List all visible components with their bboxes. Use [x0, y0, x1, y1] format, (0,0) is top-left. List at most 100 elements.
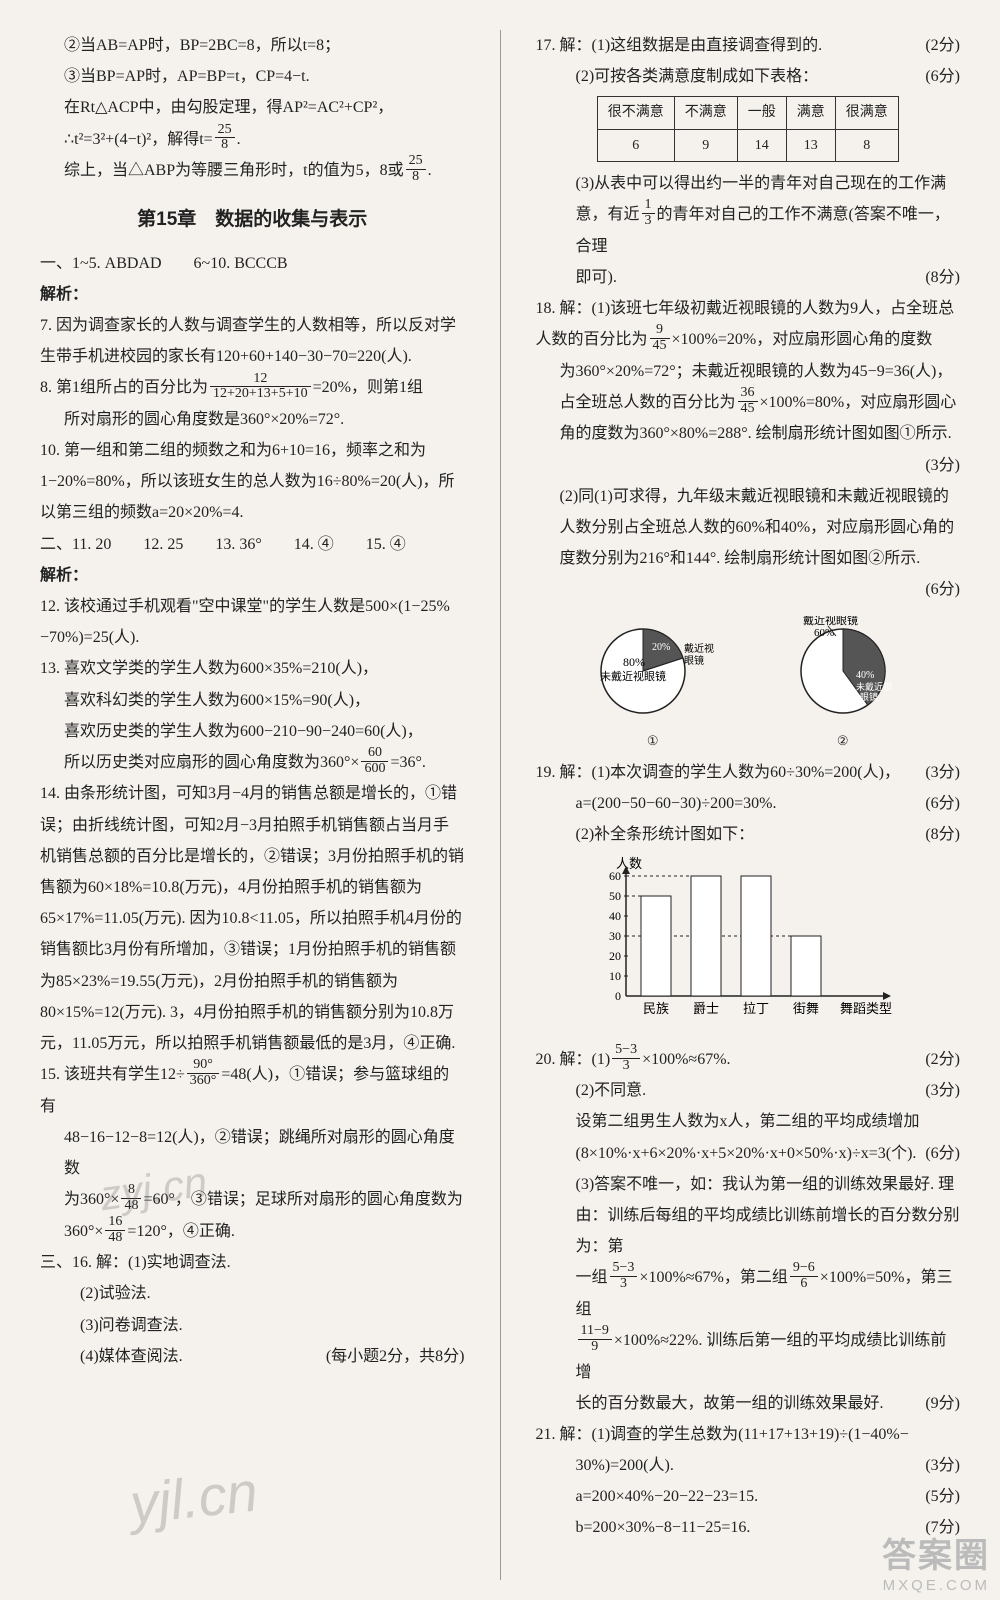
- score: (3分): [925, 1075, 960, 1106]
- fraction: 1212+20+13+5+10: [210, 372, 311, 402]
- pie-chart-2: 60% 戴近视眼镜 40% 未戴近视 眼镜 ②: [778, 616, 908, 753]
- q18b: 为360°×20%=72°；未戴近视眼镜的人数为45−9=36(人)，: [536, 356, 961, 387]
- q20c: 设第二组男生人数为x人，第二组的平均成绩增加(8×10%·x+6×20%·x+5…: [536, 1106, 961, 1168]
- svg-text:0: 0: [615, 989, 621, 1003]
- answer-line: 一、1~5. ABDAD 6~10. BCCCB: [40, 248, 465, 279]
- svg-text:未戴近视眼镜: 未戴近视眼镜: [600, 669, 666, 683]
- q8-cont: 所对扇形的圆心角度数是360°×20%=72°.: [40, 404, 465, 435]
- fraction: 848: [121, 1183, 141, 1213]
- table-row: 6 9 14 13 8: [597, 129, 898, 161]
- q13c: 喜欢历史类的学生人数为600−210−90−240=60(人)，: [40, 716, 465, 747]
- q15c: 为360°×848=60°，③错误；足球所对扇形的圆心角度数为: [40, 1184, 465, 1216]
- right-column: 17. 解：(1)这组数据是由直接调查得到的. (2分) (2)可按各类满意度制…: [536, 30, 961, 1580]
- fraction: 13: [642, 198, 655, 228]
- q17a: 17. 解：(1)这组数据是由直接调查得到的. (2分): [536, 30, 961, 61]
- q19b: a=(200−50−60−30)÷200=30%. (6分): [536, 788, 961, 819]
- score: (2分): [925, 1044, 960, 1075]
- text-line: ②当AB=AP时，BP=2BC=8，所以t=8；: [40, 30, 465, 61]
- section-label: 解析：: [40, 279, 465, 310]
- fraction: 5−33: [612, 1043, 640, 1073]
- q18e: (2)同(1)可求得，九年级末戴近视眼镜和未戴近视眼镜的人数分别占全班总人数的6…: [536, 481, 961, 575]
- q20b: (2)不同意. (3分): [536, 1075, 961, 1106]
- score: (6分): [925, 1138, 960, 1169]
- q17c: (3)从表中可以得出约一半的青年对自己现在的工作满意，有近13的青年对自己的工作…: [536, 168, 961, 262]
- q18a: 18. 解：(1)该班七年级初戴近视眼镜的人数为9人，占全班总人数的百分比为94…: [536, 293, 961, 356]
- fraction: 1648: [105, 1215, 125, 1245]
- q20e: 一组5−33×100%≈67%，第二组9−66×100%=50%，第三组: [536, 1262, 961, 1325]
- q20g: 长的百分数最大，故第一组的训练效果最好. (9分): [536, 1388, 961, 1419]
- bar-chart: 人数 0 10 20 30 40 50 60: [586, 856, 961, 1037]
- pie-caption: ②: [778, 728, 908, 753]
- q17d: 即可). (8分): [536, 262, 961, 293]
- svg-text:街舞: 街舞: [792, 1001, 818, 1016]
- svg-text:舞蹈类型: 舞蹈类型: [839, 1001, 891, 1016]
- svg-text:10: 10: [609, 969, 621, 983]
- svg-text:40: 40: [609, 909, 621, 923]
- score: (3分): [925, 757, 960, 788]
- svg-text:眼镜: 眼镜: [684, 654, 704, 667]
- q21c: a=200×40%−20−22−23=15. (5分): [536, 1481, 961, 1512]
- fraction: 11−99: [578, 1324, 612, 1354]
- q18d-score: (3分): [536, 450, 961, 481]
- svg-text:戴近视: 戴近视: [684, 642, 714, 655]
- q21a: 21. 解：(1)调查的学生总数为(11+17+13+19)÷(1−40%−: [536, 1419, 961, 1450]
- score: (3分): [925, 450, 960, 481]
- q19c: (2)补全条形统计图如下： (8分): [536, 819, 961, 850]
- pie-charts: 80% 未戴近视眼镜 20% 戴近视 眼镜 ① 60% 戴近视眼镜 40% 未戴…: [536, 616, 961, 753]
- score: (9分): [925, 1388, 960, 1419]
- score: (3分): [925, 1450, 960, 1481]
- q16: 三、16. 解：(1)实地调查法.: [40, 1247, 465, 1278]
- pie-caption: ①: [588, 728, 718, 753]
- score: (6分): [925, 61, 960, 92]
- badge-title: 答案圈: [882, 1528, 990, 1577]
- q15: 15. 该班共有学生12÷90°360°=48(人)，①错误；参与篮球组的有: [40, 1059, 465, 1122]
- pie-chart-1: 80% 未戴近视眼镜 20% 戴近视 眼镜 ①: [588, 616, 718, 753]
- q13: 13. 喜欢文学类的学生人数为600×35%=210(人)，: [40, 653, 465, 684]
- fraction: 945: [650, 323, 670, 353]
- q15d: 360°×1648=120°，④正确.: [40, 1216, 465, 1248]
- q16b: (2)试验法.: [40, 1278, 465, 1309]
- q10: 10. 第一组和第二组的频数之和为6+10=16，频率之和为1−20%=80%，…: [40, 435, 465, 529]
- score: (8分): [925, 819, 960, 850]
- score: (每小题2分，共8分): [326, 1341, 465, 1372]
- page: ②当AB=AP时，BP=2BC=8，所以t=8； ③当BP=AP时，AP=BP=…: [0, 0, 1000, 1600]
- q7: 7. 因为调查家长的人数与调查学生的人数相等，所以反对学生带手机进校园的家长有1…: [40, 310, 465, 372]
- fraction: 5−33: [610, 1261, 638, 1291]
- fraction: 258: [406, 154, 426, 184]
- fraction: 3645: [738, 386, 758, 416]
- q18d: 角的度数为360°×80%=288°. 绘制扇形统计图如图①所示.: [536, 418, 961, 449]
- text-line: ∴t²=3²+(4−t)²，解得t=258.: [40, 124, 465, 156]
- badge-url: MXQE.COM: [882, 1577, 990, 1594]
- fraction: 258: [215, 123, 235, 153]
- satisfaction-table: 很不满意 不满意 一般 满意 很满意 6 9 14 13 8: [597, 96, 899, 162]
- svg-text:民族: 民族: [642, 1001, 668, 1016]
- score: (6分): [925, 574, 960, 605]
- svg-text:60: 60: [609, 869, 621, 883]
- q12: 12. 该校通过手机观看"空中课堂"的学生人数是500×(1−25%−70%)=…: [40, 591, 465, 653]
- text-line: 在Rt△ACP中，由勾股定理，得AP²=AC²+CP²，: [40, 92, 465, 123]
- score: (6分): [925, 788, 960, 819]
- score: (5分): [925, 1481, 960, 1512]
- svg-text:80%: 80%: [623, 655, 645, 669]
- svg-text:30: 30: [609, 929, 621, 943]
- fraction: 9−66: [790, 1261, 818, 1291]
- q8: 8. 第1组所占的百分比为1212+20+13+5+10=20%，则第1组: [40, 372, 465, 404]
- column-divider: [500, 30, 501, 1580]
- svg-text:20%: 20%: [652, 642, 670, 653]
- q14: 14. 由条形统计图，可知3月−4月的销售总额是增长的，①错误；由折线统计图，可…: [40, 778, 465, 1059]
- svg-text:60%: 60%: [814, 627, 834, 639]
- q15b: 48−16−12−8=12(人)，②错误；跳绳所对扇形的圆心角度数: [40, 1122, 465, 1184]
- svg-text:未戴近视: 未戴近视: [856, 681, 892, 692]
- corner-badge: 答案圈 MXQE.COM: [872, 1522, 1000, 1600]
- q20f: 11−99×100%≈22%. 训练后第一组的平均成绩比训练前增: [536, 1325, 961, 1388]
- svg-text:拉丁: 拉丁: [742, 1001, 768, 1016]
- svg-text:40%: 40%: [856, 670, 874, 681]
- score: (2分): [925, 30, 960, 61]
- svg-text:50: 50: [609, 889, 621, 903]
- left-column: ②当AB=AP时，BP=2BC=8，所以t=8； ③当BP=AP时，AP=BP=…: [40, 30, 465, 1580]
- fraction: 60600: [361, 746, 388, 776]
- svg-text:眼镜: 眼镜: [860, 691, 878, 702]
- answer-line: 二、11. 20 12. 25 13. 36° 14. ④ 15. ④: [40, 529, 465, 560]
- q16d: (4)媒体查阅法. (每小题2分，共8分): [40, 1341, 465, 1372]
- q13d: 所以历史类对应扇形的圆心角度数为360°×60600=36°.: [40, 747, 465, 779]
